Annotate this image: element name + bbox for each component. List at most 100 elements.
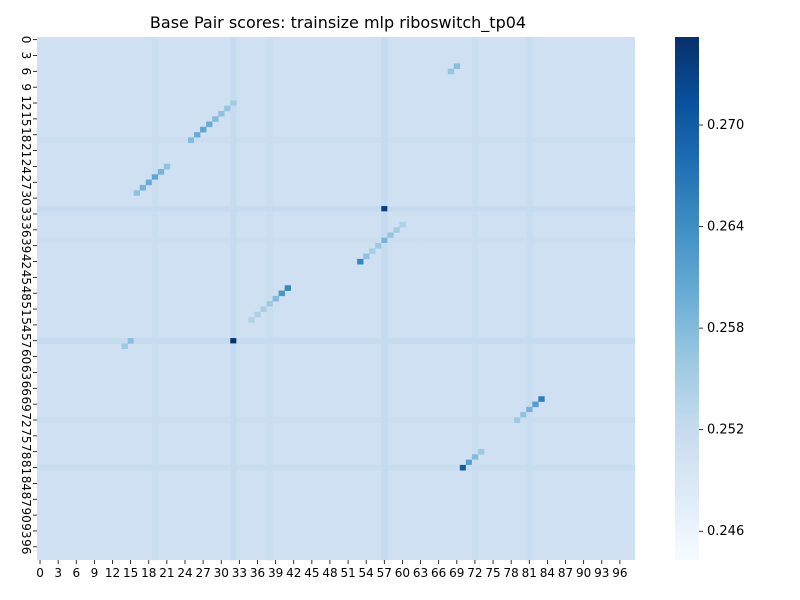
heatmap-cell (49, 206, 56, 212)
heatmap-cell (79, 206, 86, 212)
heatmap-cell (381, 237, 388, 244)
heatmap-cell (423, 417, 430, 423)
heatmap-cell (308, 137, 316, 143)
heatmap-cell (526, 200, 533, 207)
heatmap-cell (67, 137, 74, 143)
x-tick-label: 3 (54, 566, 62, 580)
heatmap-cell (610, 338, 618, 344)
heatmap-cell (381, 269, 388, 276)
heatmap-cell (586, 237, 594, 244)
heatmap-cell (411, 338, 418, 344)
heatmap-cell (381, 449, 388, 455)
heatmap-cell (381, 243, 388, 249)
heatmap-cell (441, 417, 449, 423)
heatmap-cell (85, 206, 92, 212)
heatmap-cell (266, 517, 273, 524)
y-tick-label: 78 (19, 444, 33, 459)
heatmap-cell (188, 338, 195, 344)
heatmap-cell (471, 517, 479, 524)
heatmap-cell (381, 380, 388, 386)
heatmap-cell (127, 417, 134, 423)
heatmap-cell (151, 480, 159, 487)
x-tick-label: 42 (286, 566, 301, 580)
heatmap-cell (429, 464, 436, 471)
heatmap-cell (610, 206, 618, 212)
heatmap-cell (471, 68, 479, 75)
heatmap-cell (526, 459, 533, 466)
heatmap-cell (266, 169, 273, 175)
heatmap-cell (332, 338, 340, 344)
heatmap-cell (550, 417, 557, 423)
heatmap-cell (471, 538, 479, 545)
heatmap-cell (381, 385, 388, 392)
heatmap-cell (526, 237, 533, 244)
heatmap-cell (471, 269, 479, 276)
heatmap-cell (230, 316, 237, 323)
heatmap-cell (266, 216, 273, 223)
heatmap-cell (145, 464, 153, 471)
heatmap-cell (43, 206, 50, 212)
heatmap-cell (266, 153, 273, 159)
heatmap-cell (586, 206, 594, 212)
heatmap-cell (181, 237, 189, 244)
y-tick-label: 72 (19, 412, 33, 427)
heatmap-cell (49, 137, 56, 143)
heatmap-cell (381, 147, 388, 154)
heatmap-cell (163, 237, 171, 244)
heatmap-cell (121, 464, 128, 471)
heatmap-cell (496, 137, 503, 143)
y-tick-label: 60 (19, 349, 33, 364)
heatmap-cell (447, 464, 455, 471)
heatmap-cell (248, 338, 255, 344)
x-tick-label: 27 (195, 566, 210, 580)
heatmap-cell (471, 353, 479, 360)
heatmap-cell (526, 52, 533, 59)
heatmap-cell (345, 206, 352, 212)
heatmap-cell (79, 137, 86, 143)
heatmap-cell (351, 137, 358, 143)
heatmap-cell (121, 417, 128, 423)
heatmap-cell (266, 285, 273, 291)
heatmap-cell (471, 190, 479, 196)
heatmap-cell (230, 211, 237, 217)
heatmap-cell (61, 206, 68, 212)
heatmap-cell (381, 211, 388, 217)
x-tick-label: 48 (322, 566, 337, 580)
heatmap-cell (604, 137, 612, 143)
heatmap-cell (266, 464, 273, 471)
heatmap-cell (459, 338, 467, 344)
heatmap-cell (230, 184, 237, 191)
heatmap-cell (151, 549, 159, 556)
heatmap-cell (526, 63, 533, 69)
heatmap-cell (544, 237, 551, 244)
heatmap-cell (616, 464, 624, 471)
heatmap-cell (224, 464, 231, 471)
heatmap-cell (230, 206, 237, 212)
heatmap-cell (266, 89, 273, 96)
heatmap-cell (471, 491, 479, 497)
heatmap-cell (508, 237, 515, 244)
x-tick-label: 24 (177, 566, 192, 580)
heatmap-cell (471, 232, 479, 239)
heatmap-cell (411, 206, 418, 212)
heatmap-cell (266, 427, 273, 434)
heatmap-cell (381, 523, 388, 529)
heatmap-cell (181, 137, 189, 143)
heatmap-cell (381, 443, 388, 450)
heatmap-cell (532, 237, 539, 244)
y-tick-label: 12 (19, 95, 33, 110)
heatmap-cell (314, 206, 322, 212)
heatmap-cell (236, 417, 243, 423)
heatmap-cell (230, 68, 237, 75)
heatmap-cell (151, 422, 159, 429)
heatmap-cell (266, 110, 273, 117)
heatmap-cell (483, 206, 491, 212)
heatmap-cell (526, 433, 533, 439)
heatmap-cell (260, 417, 267, 423)
heatmap-cell (562, 137, 569, 143)
heatmap-cell (423, 206, 430, 212)
heatmap-cell (266, 174, 273, 180)
heatmap-cell (115, 237, 122, 244)
heatmap-cell (471, 248, 479, 254)
x-tick-label: 9 (91, 566, 99, 580)
